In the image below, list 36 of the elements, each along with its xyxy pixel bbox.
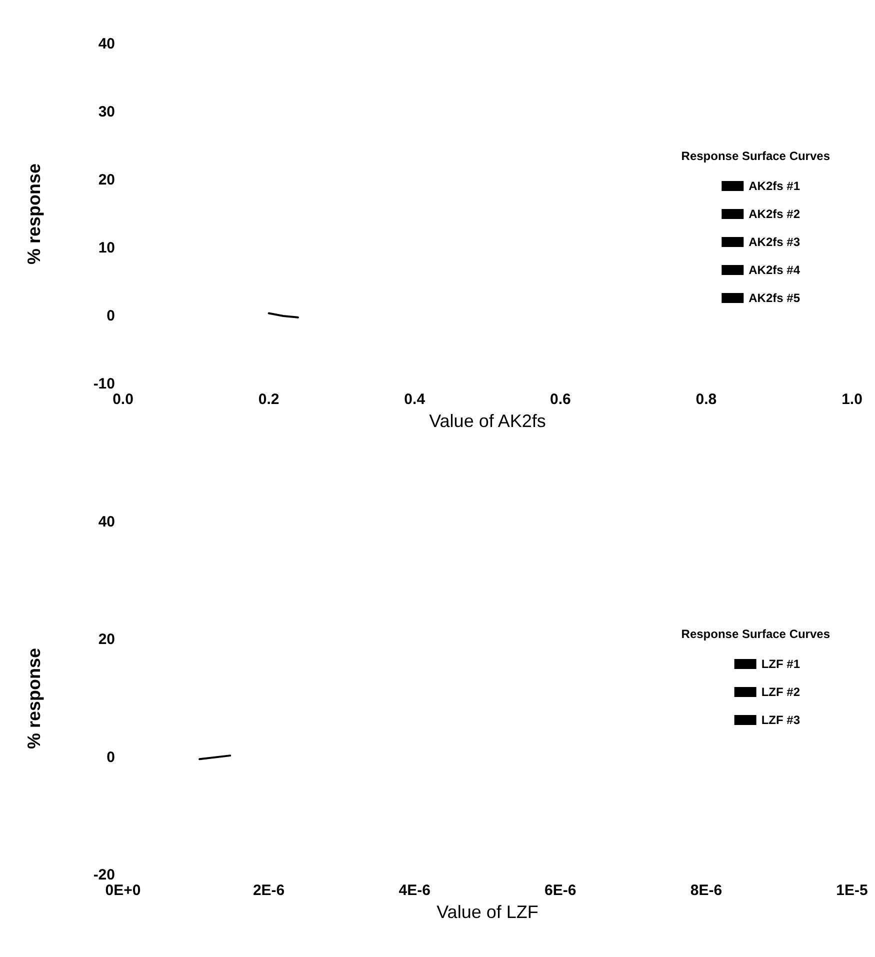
x-tick-label: 0E+0 (105, 882, 141, 899)
x-tick-label: 1.0 (842, 391, 862, 408)
legend-label: AK2fs #5 (748, 291, 800, 305)
legend-label: LZF #3 (761, 713, 800, 727)
x-axis-title: Value of LZF (436, 902, 538, 922)
legend-label: AK2fs #2 (748, 207, 800, 221)
legend-label: AK2fs #3 (748, 235, 800, 249)
legend-title: Response Surface Curves (681, 627, 830, 641)
x-axis-title: Value of AK2fs (429, 410, 546, 431)
x-tick-label: 0.4 (404, 391, 426, 408)
y-tick-label: 0 (106, 748, 115, 766)
x-tick-label: 6E-6 (544, 882, 576, 899)
y-tick-label: 20 (98, 631, 115, 648)
x-tick-label: 8E-6 (690, 882, 722, 899)
x-tick-label: 4E-6 (398, 882, 430, 899)
y-axis-title: % response (24, 163, 44, 265)
y-tick-label: 40 (98, 514, 115, 530)
x-tick-label: 0.8 (696, 391, 717, 408)
y-tick-label: 40 (98, 36, 115, 52)
legend-label: AK2fs #4 (748, 263, 800, 277)
y-tick-label: 10 (98, 240, 115, 256)
y-tick-label: -20 (93, 866, 115, 884)
x-tick-label: 1E-5 (836, 882, 868, 899)
legend-label: LZF #1 (761, 657, 800, 671)
y-tick-label: 0 (106, 308, 115, 324)
x-tick-label: 0.0 (112, 391, 134, 408)
x-tick-label: 0.6 (550, 391, 571, 408)
legend-label: LZF #2 (761, 685, 800, 699)
legend-label: AK2fs #1 (748, 179, 800, 193)
y-tick-label: -10 (93, 376, 115, 392)
x-tick-label: 2E-6 (252, 882, 285, 899)
y-tick-label: 20 (98, 172, 115, 188)
legend-title: Response Surface Curves (681, 149, 830, 163)
x-tick-label: 0.2 (258, 391, 280, 408)
y-tick-label: 30 (98, 104, 115, 120)
y-axis-title: % response (24, 648, 44, 750)
